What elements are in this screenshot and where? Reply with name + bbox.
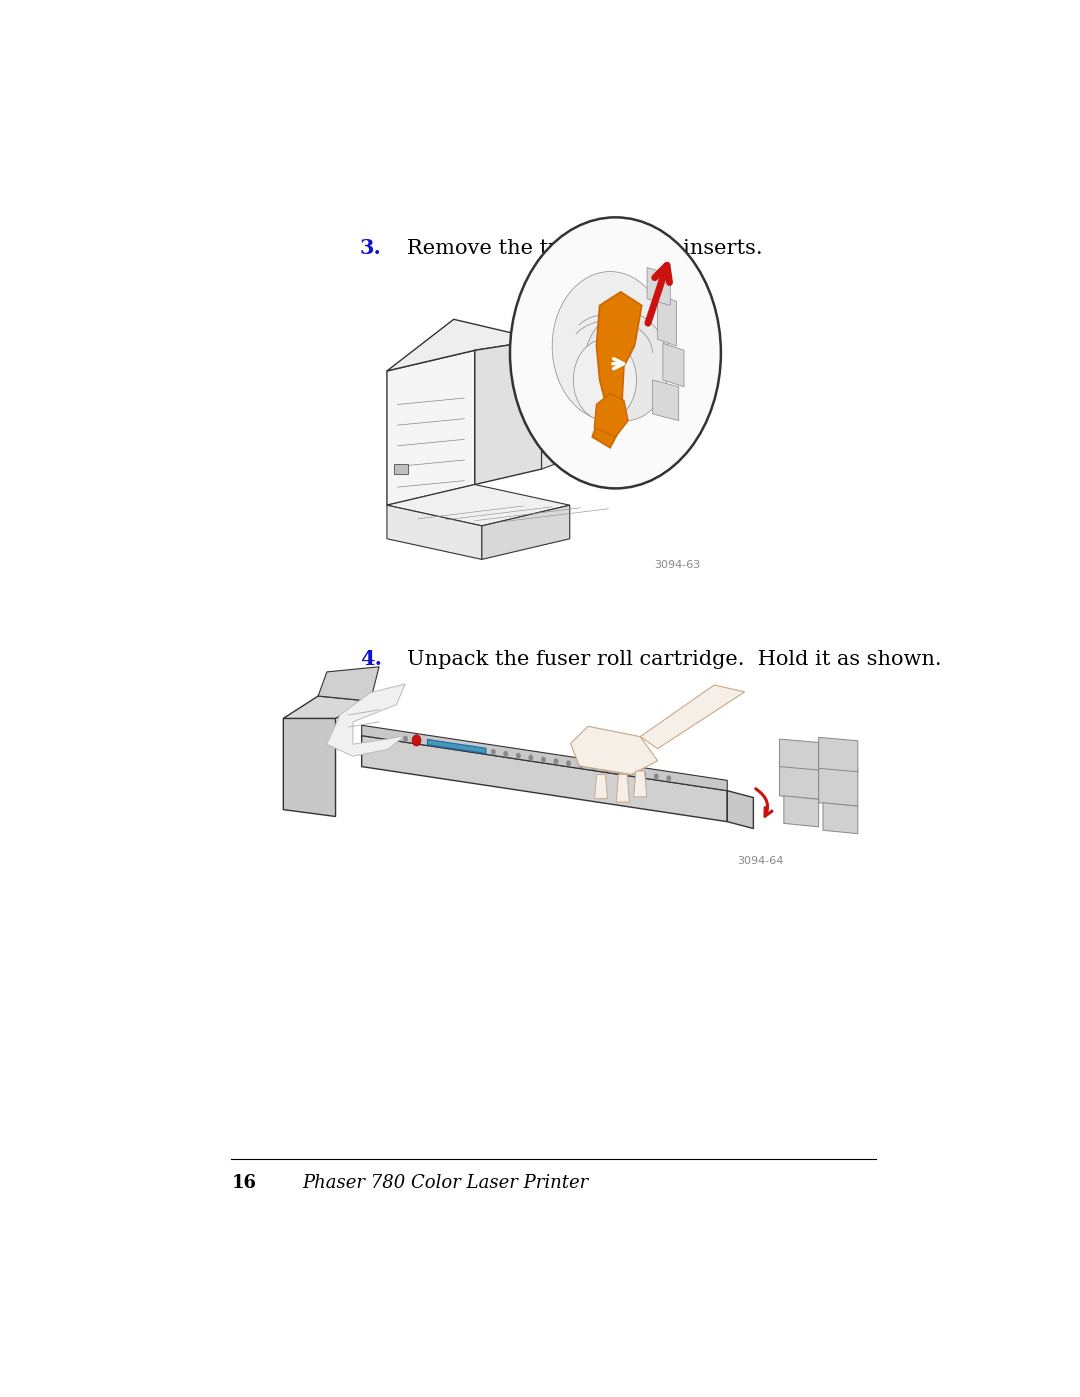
Polygon shape xyxy=(319,666,379,701)
Polygon shape xyxy=(780,739,819,770)
Text: Unpack the fuser roll cartridge.  Hold it as shown.: Unpack the fuser roll cartridge. Hold it… xyxy=(407,650,942,669)
Polygon shape xyxy=(652,380,678,420)
Polygon shape xyxy=(784,796,819,827)
Circle shape xyxy=(666,775,671,781)
Polygon shape xyxy=(327,685,405,756)
FancyBboxPatch shape xyxy=(394,464,408,474)
Circle shape xyxy=(413,735,421,746)
Polygon shape xyxy=(594,394,629,437)
Polygon shape xyxy=(362,725,727,791)
Circle shape xyxy=(554,759,558,764)
Circle shape xyxy=(516,753,521,759)
Polygon shape xyxy=(658,295,676,346)
Circle shape xyxy=(429,740,433,746)
Circle shape xyxy=(566,760,570,766)
Circle shape xyxy=(629,770,633,775)
Polygon shape xyxy=(617,774,630,802)
Polygon shape xyxy=(482,506,570,559)
Circle shape xyxy=(579,763,583,768)
Text: 3.: 3. xyxy=(360,237,382,257)
Circle shape xyxy=(573,339,636,420)
Polygon shape xyxy=(663,344,684,387)
Polygon shape xyxy=(428,739,486,753)
Polygon shape xyxy=(592,292,642,448)
Circle shape xyxy=(491,749,496,754)
Circle shape xyxy=(592,764,596,770)
Circle shape xyxy=(541,757,545,763)
Polygon shape xyxy=(570,726,658,774)
Polygon shape xyxy=(387,320,541,372)
Polygon shape xyxy=(475,339,541,485)
Polygon shape xyxy=(387,506,482,559)
Polygon shape xyxy=(819,766,858,806)
Circle shape xyxy=(552,271,669,420)
Polygon shape xyxy=(387,351,475,506)
Circle shape xyxy=(454,743,458,749)
Polygon shape xyxy=(634,771,647,796)
Circle shape xyxy=(467,746,471,752)
Circle shape xyxy=(617,768,621,774)
Circle shape xyxy=(478,747,483,753)
Circle shape xyxy=(403,736,408,742)
Text: 3094-63: 3094-63 xyxy=(653,560,700,570)
Polygon shape xyxy=(727,791,754,828)
Polygon shape xyxy=(780,766,819,799)
Text: 4.: 4. xyxy=(360,648,382,669)
Polygon shape xyxy=(594,774,608,799)
Text: 16: 16 xyxy=(231,1175,256,1193)
Circle shape xyxy=(654,774,659,780)
Circle shape xyxy=(503,752,508,757)
Polygon shape xyxy=(387,485,570,525)
Polygon shape xyxy=(647,267,671,306)
Circle shape xyxy=(529,754,534,760)
Circle shape xyxy=(510,218,721,489)
Polygon shape xyxy=(640,685,745,749)
Circle shape xyxy=(416,738,420,743)
Polygon shape xyxy=(823,803,858,834)
Polygon shape xyxy=(362,736,727,821)
Polygon shape xyxy=(283,718,336,816)
Polygon shape xyxy=(541,387,570,469)
Circle shape xyxy=(584,312,669,420)
Circle shape xyxy=(441,742,445,747)
Circle shape xyxy=(604,766,608,771)
Circle shape xyxy=(642,773,646,778)
Polygon shape xyxy=(819,738,858,771)
Text: Phaser 780 Color Laser Printer: Phaser 780 Color Laser Printer xyxy=(302,1175,589,1193)
Text: 3094-64: 3094-64 xyxy=(738,856,784,866)
Text: Remove the two shipping inserts.: Remove the two shipping inserts. xyxy=(407,239,762,257)
Polygon shape xyxy=(283,696,370,718)
